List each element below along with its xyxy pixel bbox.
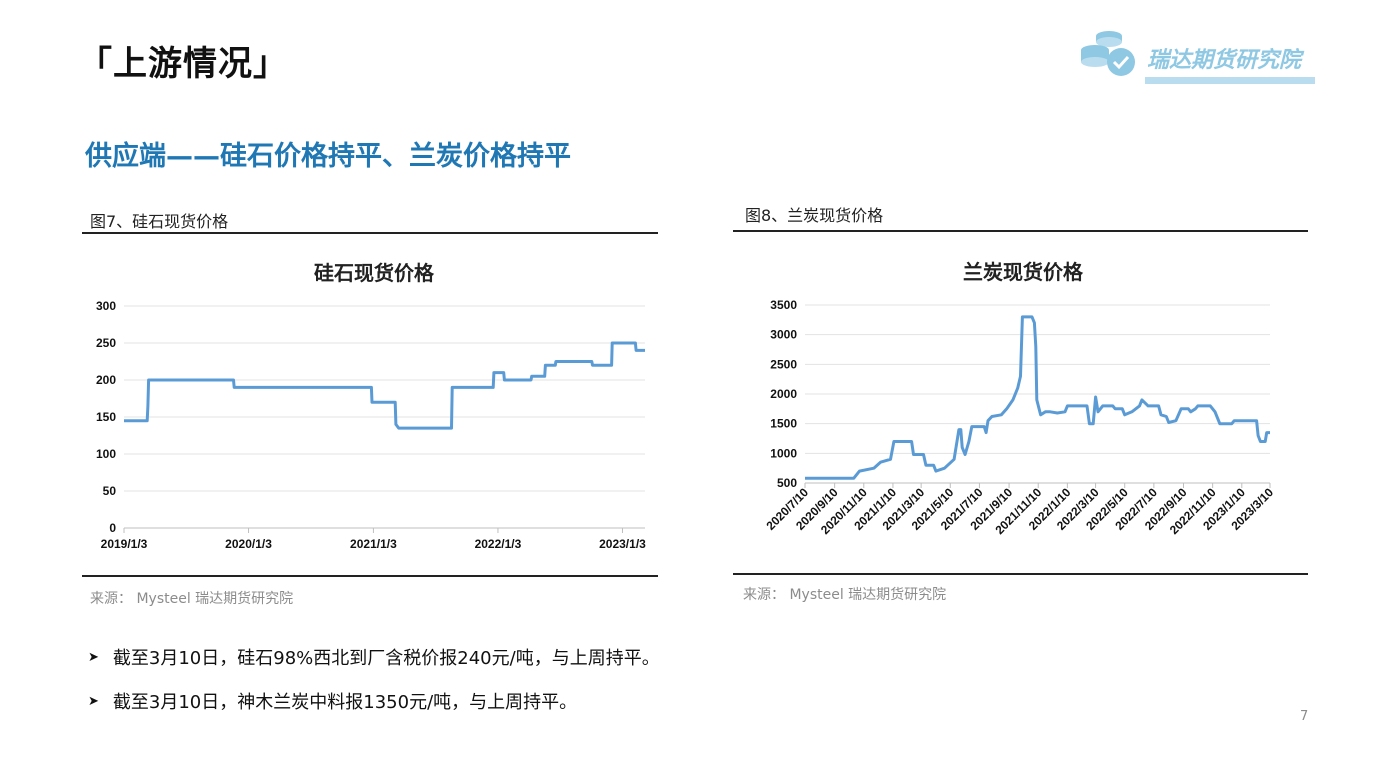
y-tick-label: 3500 bbox=[770, 298, 797, 312]
bullet-item-silica: ➤ 截至3月10日，硅石98%西北到厂含税价报240元/吨，与上周持平。 bbox=[88, 644, 660, 670]
x-tick-label: 2023/1/3 bbox=[599, 537, 646, 551]
chart-title: 兰炭现货价格 bbox=[963, 260, 1084, 284]
y-tick-label: 3000 bbox=[770, 328, 797, 342]
y-tick-label: 500 bbox=[777, 476, 797, 490]
x-tick-label: 2021/1/3 bbox=[350, 537, 397, 551]
logo-text: 瑞达期货研究院 bbox=[1147, 48, 1302, 73]
y-tick-label: 250 bbox=[96, 336, 116, 350]
logo-bar bbox=[1145, 77, 1315, 84]
figure-7-bottom-rule bbox=[82, 575, 658, 577]
figure-8-caption: 图8、兰炭现货价格 bbox=[745, 206, 884, 225]
silica-price-chart: 硅石现货价格 0 50 100 150 200 250 300 2019/1/3 2020/1/3… bbox=[96, 261, 646, 551]
arrow-bullet-icon: ➤ bbox=[88, 649, 99, 665]
x-tick-label: 2019/1/3 bbox=[101, 537, 148, 551]
section-title: 「上游情况」 bbox=[78, 44, 288, 84]
x-tick-label: 2022/1/3 bbox=[475, 537, 522, 551]
y-tick-label: 150 bbox=[96, 410, 116, 424]
y-tick-label: 2000 bbox=[770, 387, 797, 401]
y-tick-label: 300 bbox=[96, 299, 116, 313]
y-tick-label: 100 bbox=[96, 447, 116, 461]
price-series-line bbox=[805, 315, 1270, 480]
y-tick-label: 200 bbox=[96, 373, 116, 387]
bullet-text: 截至3月10日，神木兰炭中料报1350元/吨，与上周持平。 bbox=[112, 692, 578, 713]
figure-7-source: 来源： Mysteel 瑞达期货研究院 bbox=[90, 591, 294, 607]
chart-title: 硅石现货价格 bbox=[314, 261, 435, 285]
y-tick-label: 1500 bbox=[770, 417, 797, 431]
page-number: 7 bbox=[1300, 709, 1309, 724]
bullet-text: 截至3月10日，硅石98%西北到厂含税价报240元/吨，与上周持平。 bbox=[112, 648, 660, 669]
y-tick-label: 2500 bbox=[770, 357, 797, 371]
slide-subtitle: 供应端——硅石价格持平、兰炭价格持平 bbox=[85, 141, 571, 172]
bullet-item-semicoke: ➤ 截至3月10日，神木兰炭中料报1350元/吨，与上周持平。 bbox=[88, 688, 577, 714]
x-tick-label: 2020/1/3 bbox=[225, 537, 272, 551]
y-tick-label: 50 bbox=[103, 484, 117, 498]
y-tick-label: 1000 bbox=[770, 446, 797, 460]
company-logo: 瑞达期货研究院 bbox=[1075, 28, 1315, 88]
figure-8-source: 来源： Mysteel 瑞达期货研究院 bbox=[743, 587, 947, 603]
price-series-line bbox=[124, 341, 645, 430]
figure-7-top-rule bbox=[82, 232, 658, 234]
figure-7-caption: 图7、硅石现货价格 bbox=[90, 212, 229, 231]
figure-8-bottom-rule bbox=[733, 573, 1308, 575]
y-tick-label: 0 bbox=[109, 521, 116, 535]
arrow-bullet-icon: ➤ bbox=[88, 693, 99, 709]
coins-logo-icon bbox=[1081, 31, 1135, 76]
semi-coke-price-chart: 兰炭现货价格5001000150020002500300035002020/7/… bbox=[763, 260, 1276, 537]
figure-8-top-rule bbox=[733, 230, 1308, 232]
